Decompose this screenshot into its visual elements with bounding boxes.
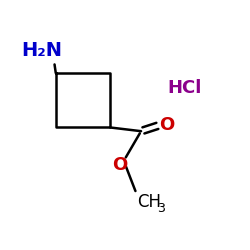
Text: O: O	[112, 156, 128, 174]
Text: O: O	[160, 116, 175, 134]
Text: CH: CH	[137, 193, 161, 211]
Text: HCl: HCl	[167, 79, 202, 97]
Text: H₂N: H₂N	[21, 41, 62, 60]
Text: 3: 3	[157, 202, 165, 215]
